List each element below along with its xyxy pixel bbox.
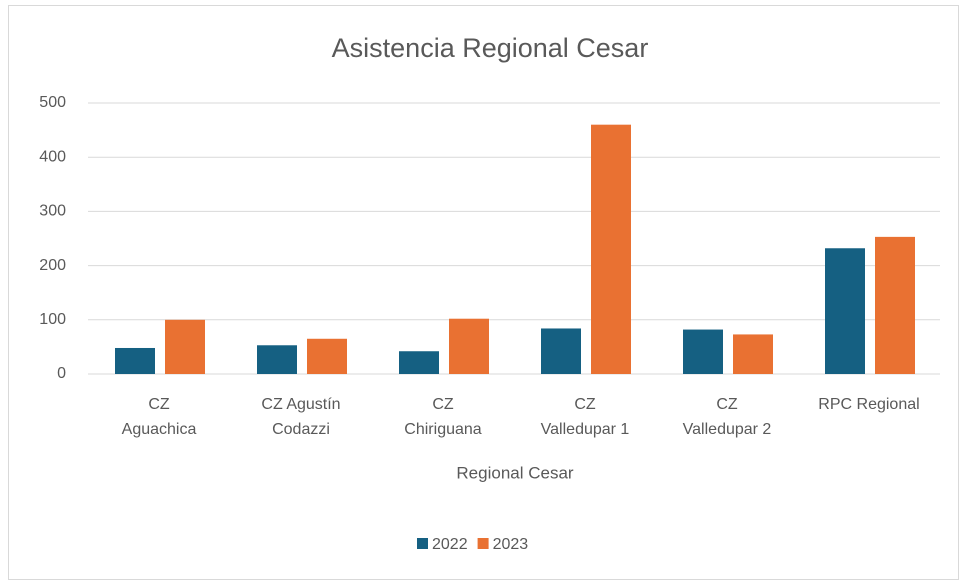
chart-border [8,5,959,580]
bar [115,347,155,374]
bar [591,124,631,375]
legend-label: 2022 [432,536,468,553]
chart-title: Asistencia Regional Cesar [332,33,649,63]
legend-swatch [417,538,428,549]
x-tick-label: CZ Valledupar 2 [683,396,772,438]
legend-swatch [477,538,489,549]
x-tick-label: CZ Valledupar 1 [541,396,630,438]
bar [541,328,581,374]
bar [449,318,489,374]
x-tick-label: RPC Regional [818,396,919,413]
y-tick-label: 300 [39,203,66,220]
bar [825,248,865,374]
x-axis-title: Regional Cesar [456,463,574,482]
bar [307,338,347,374]
bar [875,236,915,374]
bar [399,351,439,374]
y-tick-label: 200 [39,257,66,274]
x-tick-label: CZ Chiriguana [404,396,481,438]
bar [257,345,297,374]
legend-label: 2023 [493,536,529,553]
x-tick-label: CZ Agustín Codazzi [261,396,340,438]
y-tick-label: 0 [57,365,66,382]
y-tick-label: 100 [39,311,66,328]
x-tick-label: CZ Aguachica [122,396,197,438]
y-tick-label: 400 [39,148,66,165]
bar [683,329,723,374]
bar [165,319,205,374]
y-tick-label: 500 [39,94,66,111]
bar [733,334,773,374]
